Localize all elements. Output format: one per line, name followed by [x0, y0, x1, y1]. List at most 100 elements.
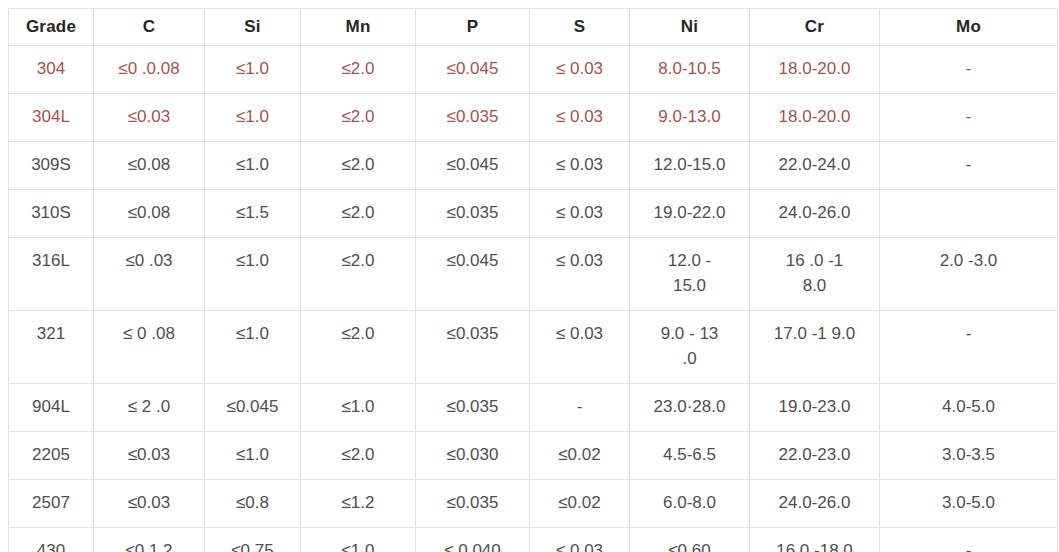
- cell-si: ≤0.045: [205, 384, 301, 432]
- table-row: 2507≤0.03≤0.8≤1.2≤0.035≤0.026.0-8.024.0-…: [9, 480, 1058, 528]
- cell-si: ≤1.0: [205, 238, 301, 311]
- column-header-p: P: [416, 9, 530, 46]
- table-row: 309S≤0.08≤1.0≤2.0≤0.045≤ 0.0312.0-15.022…: [9, 142, 1058, 190]
- cell-grade: 310S: [9, 190, 94, 238]
- cell-mn: ≤2.0: [301, 311, 416, 384]
- cell-c: ≤0 .03: [94, 238, 205, 311]
- cell-grade: 904L: [9, 384, 94, 432]
- cell-cr: 18.0-20.0: [750, 94, 880, 142]
- table-row: 2205≤0.03≤1.0≤2.0≤0.030≤0.024.5-6.522.0-…: [9, 432, 1058, 480]
- cell-cr: 24.0-26.0: [750, 190, 880, 238]
- cell-mo: 2.0 -3.0: [880, 238, 1058, 311]
- cell-p: ≤0.045: [416, 46, 530, 94]
- table-row: 304≤0 .0.08≤1.0≤2.0≤0.045≤ 0.038.0-10.51…: [9, 46, 1058, 94]
- cell-mo: 3.0-5.0: [880, 480, 1058, 528]
- cell-c: ≤0.08: [94, 190, 205, 238]
- cell-cr: 16 .0 -1 8.0: [750, 238, 880, 311]
- cell-ni: 12.0-15.0: [630, 142, 750, 190]
- cell-p: ≤0.030: [416, 432, 530, 480]
- cell-p: ≤0.035: [416, 311, 530, 384]
- cell-p: ≤0.035: [416, 190, 530, 238]
- cell-ni: ≤0.60: [630, 528, 750, 552]
- cell-s: ≤ 0.03: [530, 142, 630, 190]
- cell-p: ≤ 0.040: [416, 528, 530, 552]
- cell-cr: 17.0 -1 9.0: [750, 311, 880, 384]
- table-row: 321≤ 0 .08≤1.0≤2.0≤0.035≤ 0.039.0 - 13 .…: [9, 311, 1058, 384]
- cell-mn: ≤1.0: [301, 528, 416, 552]
- page: Grade C Si Mn P S Ni Cr Mo 304≤0 .0.08≤1…: [0, 0, 1059, 552]
- table-row: 430≤0.1 2≤0.75≤1.0≤ 0.040≤ 0.03≤0.6016.0…: [9, 528, 1058, 552]
- column-header-si: Si: [205, 9, 301, 46]
- cell-ni: 8.0-10.5: [630, 46, 750, 94]
- cell-ni: 12.0 - 15.0: [630, 238, 750, 311]
- cell-si: ≤1.0: [205, 432, 301, 480]
- table-row: 304L≤0.03≤1.0≤2.0≤0.035≤ 0.039.0-13.018.…: [9, 94, 1058, 142]
- table-body: 304≤0 .0.08≤1.0≤2.0≤0.045≤ 0.038.0-10.51…: [9, 46, 1058, 552]
- cell-p: ≤0.035: [416, 480, 530, 528]
- column-header-mn: Mn: [301, 9, 416, 46]
- cell-mo: -: [880, 142, 1058, 190]
- cell-s: ≤ 0.03: [530, 94, 630, 142]
- cell-si: ≤1.0: [205, 46, 301, 94]
- table-row: 904L≤ 2 .0≤0.045≤1.0≤0.035-23.0·28.019.0…: [9, 384, 1058, 432]
- cell-mn: ≤1.2: [301, 480, 416, 528]
- cell-ni: 4.5-6.5: [630, 432, 750, 480]
- cell-c: ≤0.03: [94, 480, 205, 528]
- cell-s: ≤0.02: [530, 480, 630, 528]
- cell-mn: ≤2.0: [301, 190, 416, 238]
- cell-grade: 304L: [9, 94, 94, 142]
- cell-si: ≤1.0: [205, 94, 301, 142]
- cell-p: ≤0.045: [416, 238, 530, 311]
- cell-grade: 304: [9, 46, 94, 94]
- cell-mn: ≤2.0: [301, 46, 416, 94]
- cell-mo: -: [880, 46, 1058, 94]
- table-row: 316L≤0 .03≤1.0≤2.0≤0.045≤ 0.0312.0 - 15.…: [9, 238, 1058, 311]
- cell-ni: 9.0-13.0: [630, 94, 750, 142]
- cell-cr: 18.0-20.0: [750, 46, 880, 94]
- cell-p: ≤0.035: [416, 384, 530, 432]
- cell-si: ≤0.8: [205, 480, 301, 528]
- cell-grade: 316L: [9, 238, 94, 311]
- cell-p: ≤0.045: [416, 142, 530, 190]
- cell-c: ≤0 .0.08: [94, 46, 205, 94]
- cell-si: ≤0.75: [205, 528, 301, 552]
- cell-cr: 24.0-26.0: [750, 480, 880, 528]
- cell-s: ≤ 0.03: [530, 46, 630, 94]
- cell-s: ≤ 0.03: [530, 238, 630, 311]
- cell-mo: [880, 190, 1058, 238]
- cell-cr: 22.0-24.0: [750, 142, 880, 190]
- table-row: 310S≤0.08≤1.5≤2.0≤0.035≤ 0.0319.0-22.024…: [9, 190, 1058, 238]
- cell-mn: ≤2.0: [301, 94, 416, 142]
- cell-si: ≤1.0: [205, 311, 301, 384]
- cell-c: ≤ 2 .0: [94, 384, 205, 432]
- cell-ni: 23.0·28.0: [630, 384, 750, 432]
- cell-mo: -: [880, 311, 1058, 384]
- column-header-mo: Mo: [880, 9, 1058, 46]
- cell-mo: -: [880, 528, 1058, 552]
- cell-grade: 321: [9, 311, 94, 384]
- cell-s: -: [530, 384, 630, 432]
- header-row: Grade C Si Mn P S Ni Cr Mo: [9, 9, 1058, 46]
- cell-grade: 430: [9, 528, 94, 552]
- cell-cr: 19.0-23.0: [750, 384, 880, 432]
- cell-mn: ≤2.0: [301, 238, 416, 311]
- cell-ni: 19.0-22.0: [630, 190, 750, 238]
- cell-grade: 309S: [9, 142, 94, 190]
- cell-grade: 2205: [9, 432, 94, 480]
- cell-s: ≤0.02: [530, 432, 630, 480]
- cell-cr: 16.0 -18.0: [750, 528, 880, 552]
- column-header-ni: Ni: [630, 9, 750, 46]
- cell-mn: ≤1.0: [301, 384, 416, 432]
- column-header-grade: Grade: [9, 9, 94, 46]
- column-header-c: C: [94, 9, 205, 46]
- cell-mo: 4.0-5.0: [880, 384, 1058, 432]
- cell-p: ≤0.035: [416, 94, 530, 142]
- composition-table: Grade C Si Mn P S Ni Cr Mo 304≤0 .0.08≤1…: [8, 8, 1058, 552]
- cell-c: ≤0.03: [94, 94, 205, 142]
- cell-ni: 6.0-8.0: [630, 480, 750, 528]
- cell-mn: ≤2.0: [301, 432, 416, 480]
- cell-si: ≤1.5: [205, 190, 301, 238]
- cell-mo: -: [880, 94, 1058, 142]
- cell-c: ≤ 0 .08: [94, 311, 205, 384]
- cell-c: ≤0.08: [94, 142, 205, 190]
